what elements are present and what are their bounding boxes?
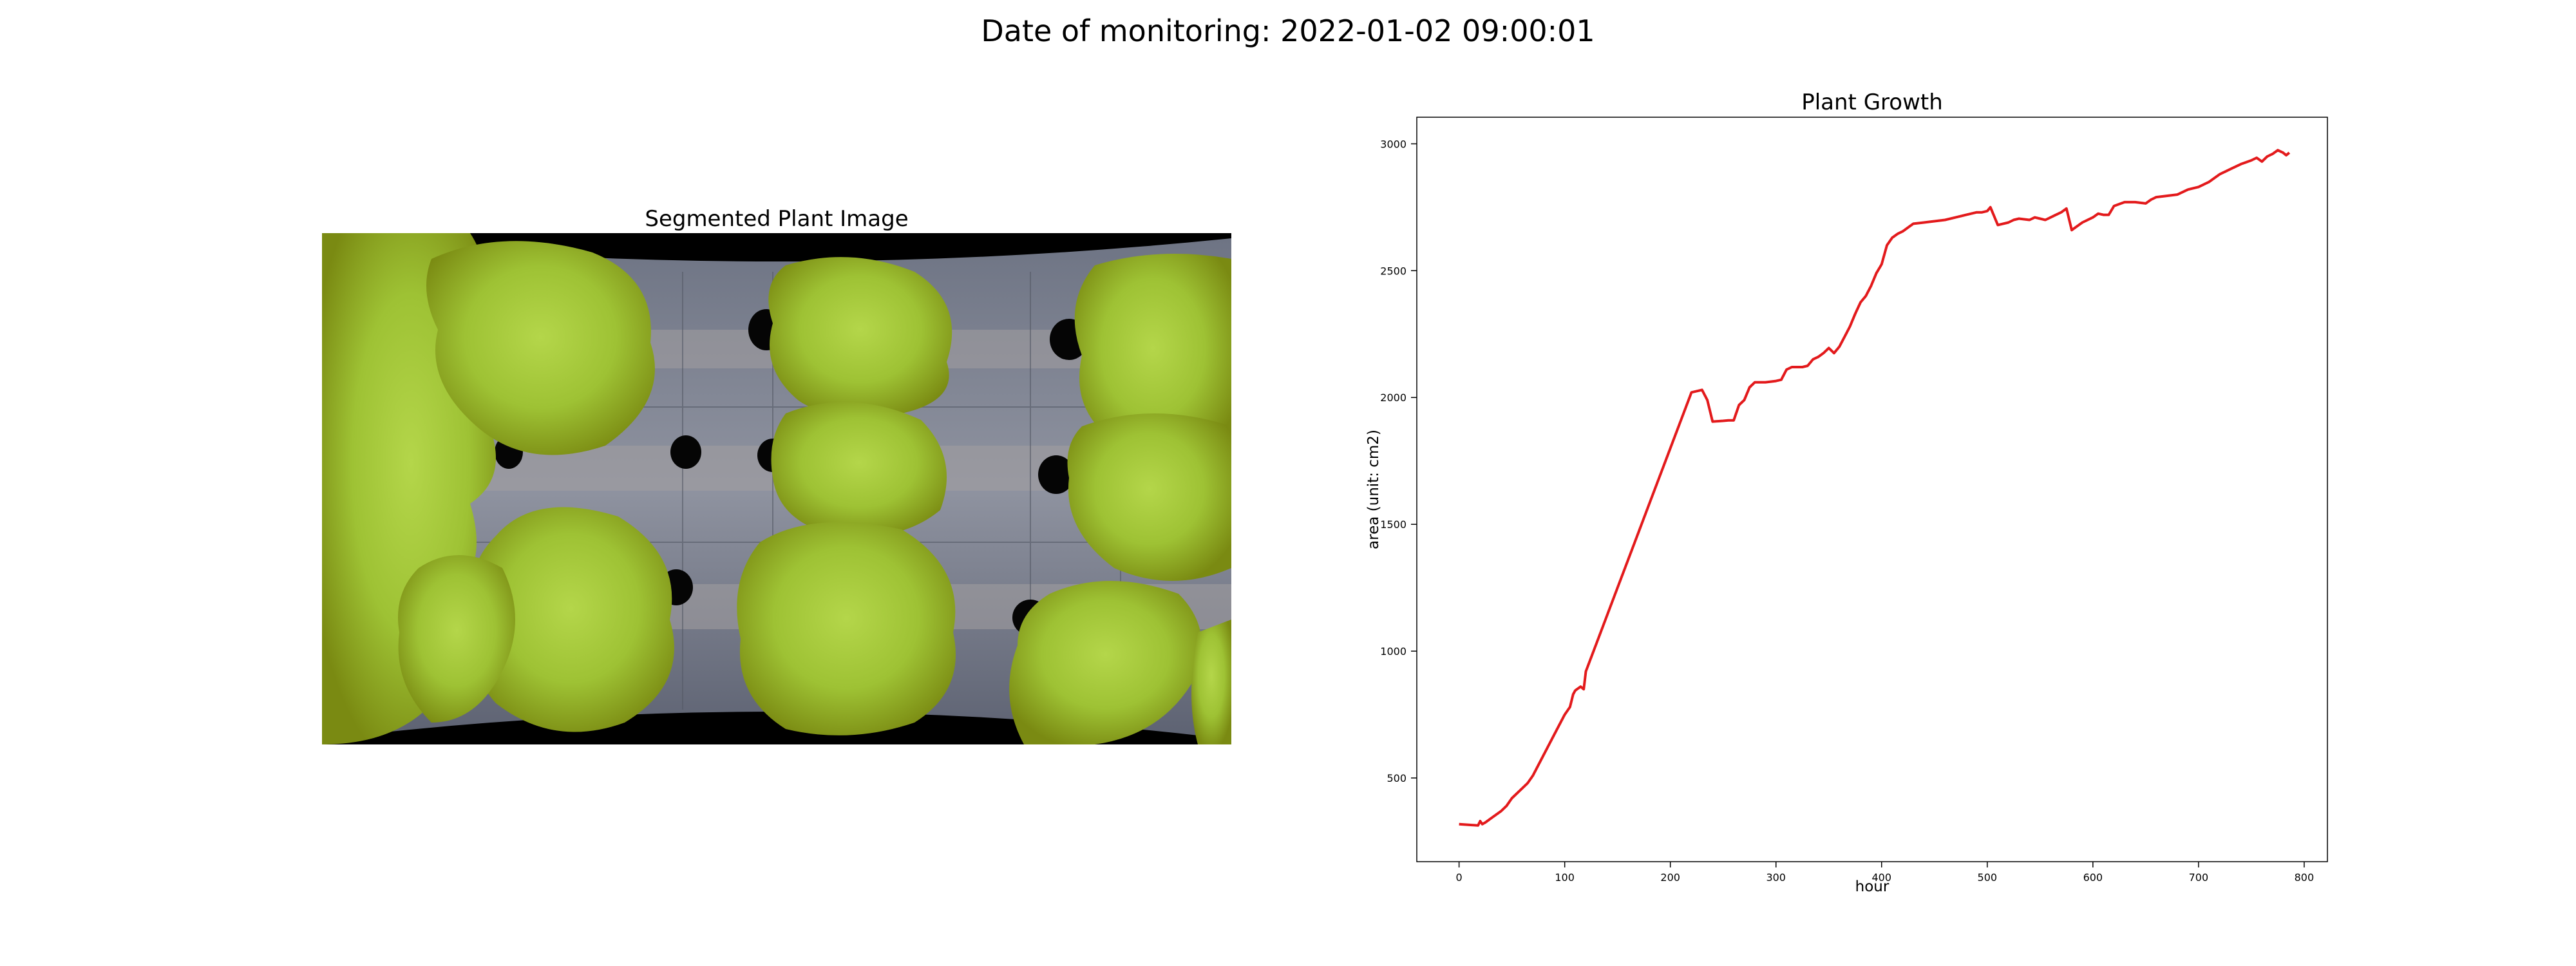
- y-tick-label: 2500: [1380, 265, 1406, 277]
- chart-x-ticks: 0 100 200 300 400 500 600 700 800: [1456, 862, 2315, 884]
- figure-suptitle: Date of monitoring: 2022-01-02 09:00:01: [981, 14, 1595, 48]
- chart-series-line-area: [1459, 149, 2291, 827]
- plant-mid-right: [1067, 413, 1231, 581]
- plant-masks: [322, 233, 1231, 744]
- y-tick-label: 2000: [1380, 392, 1406, 404]
- x-tick-label: 100: [1555, 871, 1575, 884]
- plant-mid-left: [398, 555, 515, 723]
- chart-y-axis-label: area (unit: cm2): [1365, 430, 1382, 549]
- plant-top-right: [1074, 254, 1231, 464]
- plant-bottom-right: [1009, 581, 1202, 744]
- x-tick-label: 400: [1871, 871, 1891, 884]
- x-tick-label: 700: [2189, 871, 2209, 884]
- y-tick-label: 3000: [1380, 138, 1406, 150]
- chart-y-ticks: 500 1000 1500 2000 2500 3000: [1380, 138, 1417, 784]
- plant-edge-right: [1191, 620, 1231, 744]
- plant-top-center: [768, 257, 952, 418]
- y-tick-label: 500: [1387, 772, 1406, 784]
- x-tick-label: 200: [1660, 871, 1680, 884]
- image-panel-title: Segmented Plant Image: [645, 206, 909, 232]
- segmented-plant-image: [322, 233, 1231, 744]
- chart-x-axis-label: hour: [1855, 878, 1889, 895]
- plant-bottom-left: [467, 507, 674, 732]
- x-tick-label: 300: [1766, 871, 1786, 884]
- plant-top-left: [426, 241, 655, 455]
- plant-mid-center: [771, 402, 947, 537]
- y-tick-label: 1000: [1380, 645, 1406, 658]
- chart-title: Plant Growth: [1801, 90, 1943, 115]
- x-tick-label: 800: [2295, 871, 2315, 884]
- x-tick-label: 500: [1978, 871, 1998, 884]
- x-tick-label: 0: [1456, 871, 1463, 884]
- x-tick-label: 600: [2083, 871, 2103, 884]
- y-tick-label: 1500: [1380, 518, 1406, 531]
- chart-axes-frame: [1416, 117, 2328, 862]
- plant-bottom-center: [737, 522, 956, 735]
